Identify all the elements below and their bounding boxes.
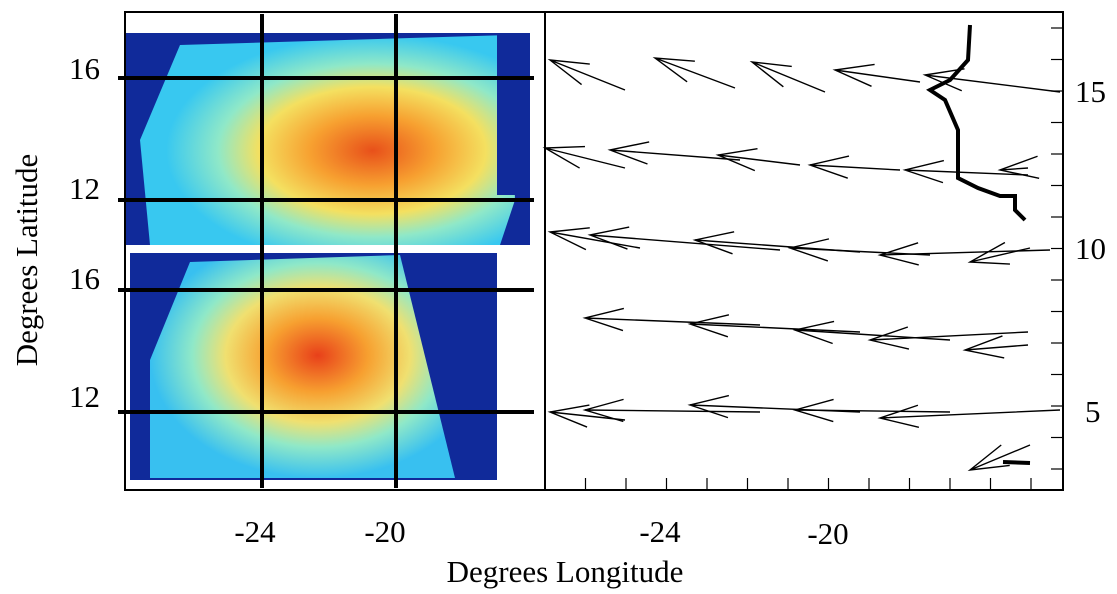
coastline bbox=[1002, 460, 1031, 465]
wind-arrow bbox=[997, 155, 1040, 179]
x-axis-label: Degrees Longitude bbox=[447, 554, 684, 589]
wind-arrow bbox=[902, 159, 1029, 184]
coastline bbox=[926, 24, 1027, 222]
y-tick-label: 15 bbox=[1075, 74, 1106, 109]
wind-arrow bbox=[715, 147, 801, 172]
wind-arrow bbox=[832, 63, 921, 87]
wind-arrow bbox=[807, 155, 901, 179]
wind-arrow bbox=[967, 444, 1031, 471]
wind-arrow bbox=[867, 326, 1029, 350]
tick-marks bbox=[544, 27, 1063, 490]
wind-arrow bbox=[962, 335, 1029, 359]
wind-arrow bbox=[749, 61, 826, 93]
y-tick-label: 12 bbox=[69, 379, 100, 414]
wind-arrow bbox=[787, 238, 931, 262]
wind-arrow bbox=[652, 57, 736, 89]
y-tick-label: 5 bbox=[1085, 394, 1101, 429]
x-tick-label: -20 bbox=[807, 516, 848, 551]
y-tick-label: 10 bbox=[1075, 231, 1106, 266]
y-tick-label: 12 bbox=[69, 171, 100, 206]
x-tick-label: -24 bbox=[234, 514, 276, 549]
wind-arrow bbox=[582, 307, 761, 332]
image-grid bbox=[118, 14, 534, 488]
x-tick-label: -24 bbox=[639, 514, 681, 549]
wind-arrow bbox=[547, 404, 626, 428]
wind-arrow bbox=[547, 59, 626, 91]
wind-arrow bbox=[607, 141, 741, 165]
right-frame bbox=[544, 11, 1064, 491]
wind-arrow bbox=[792, 398, 951, 423]
wind-arrow bbox=[877, 404, 1061, 429]
satellite-image-top bbox=[125, 33, 530, 245]
wind-arrow bbox=[687, 314, 861, 338]
x-tick-label: -20 bbox=[364, 514, 405, 549]
y-tick-label: 16 bbox=[69, 51, 100, 86]
wind-arrow bbox=[542, 145, 626, 169]
wind-arrow bbox=[587, 226, 781, 251]
wind-arrow bbox=[547, 227, 641, 251]
wind-arrow bbox=[967, 241, 1031, 265]
wind-arrow bbox=[792, 320, 951, 345]
wind-arrow bbox=[877, 242, 1051, 266]
wind-arrow bbox=[582, 398, 761, 423]
wind-vectors bbox=[542, 57, 1061, 471]
y-tick-label: 16 bbox=[69, 261, 100, 296]
satellite-image-bottom bbox=[130, 253, 497, 480]
wind-arrow bbox=[922, 68, 1061, 93]
y-axis-label: Degrees Latitude bbox=[9, 154, 44, 367]
wind-arrow bbox=[687, 394, 861, 419]
